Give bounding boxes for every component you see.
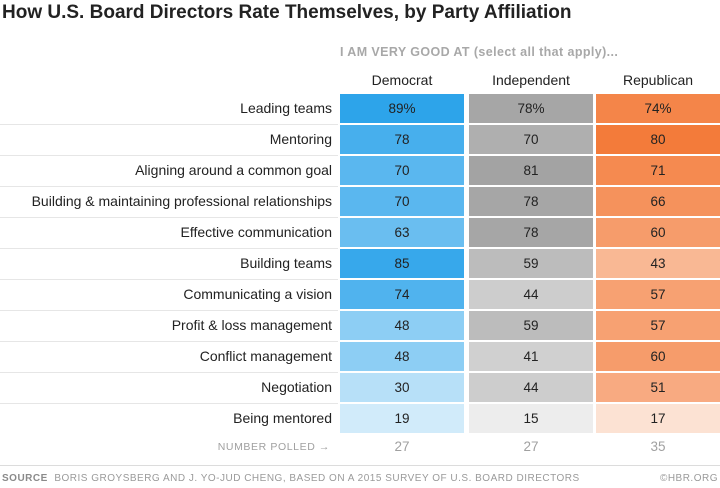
row-divider bbox=[0, 217, 338, 218]
value-cell-democrat: 70 bbox=[340, 187, 464, 216]
row-divider bbox=[0, 155, 338, 156]
row-label: Aligning around a common goal bbox=[135, 162, 332, 178]
value-cell-democrat: 63 bbox=[340, 218, 464, 247]
value-cell-independent: 15 bbox=[469, 404, 593, 433]
value-cell-independent: 44 bbox=[469, 373, 593, 402]
value-cell-republican: 57 bbox=[596, 311, 720, 340]
chart-subtitle: I AM VERY GOOD AT (select all that apply… bbox=[340, 45, 619, 59]
row-divider bbox=[0, 372, 338, 373]
value-cell-republican: 80 bbox=[596, 125, 720, 154]
number-polled-label: NUMBER POLLED → bbox=[217, 441, 330, 453]
column-header-republican: Republican bbox=[622, 72, 694, 88]
row-divider bbox=[0, 310, 338, 311]
row-label: Conflict management bbox=[199, 348, 332, 364]
value-cell-republican: 60 bbox=[596, 342, 720, 371]
value-cell-independent: 81 bbox=[469, 156, 593, 185]
footer-divider bbox=[0, 465, 720, 466]
value-cell-democrat: 19 bbox=[340, 404, 464, 433]
value-cell-independent: 70 bbox=[469, 125, 593, 154]
row-divider bbox=[0, 248, 338, 249]
value-cell-republican: 74% bbox=[596, 94, 720, 123]
row-divider bbox=[0, 186, 338, 187]
row-label: Being mentored bbox=[233, 410, 332, 426]
value-cell-republican: 66 bbox=[596, 187, 720, 216]
value-cell-independent: 78% bbox=[469, 94, 593, 123]
chart-title: How U.S. Board Directors Rate Themselves… bbox=[2, 2, 572, 23]
number-polled-independent: 27 bbox=[523, 439, 539, 454]
source-note: SOURCE BORIS GROYSBERG AND J. YO-JUD CHE… bbox=[2, 473, 580, 484]
value-cell-republican: 51 bbox=[596, 373, 720, 402]
value-cell-republican: 57 bbox=[596, 280, 720, 309]
row-label: Mentoring bbox=[269, 131, 332, 147]
value-cell-republican: 17 bbox=[596, 404, 720, 433]
row-label: Profit & loss management bbox=[171, 317, 332, 333]
value-cell-democrat: 89% bbox=[340, 94, 464, 123]
value-cell-republican: 43 bbox=[596, 249, 720, 278]
column-header-independent: Independent bbox=[492, 72, 570, 88]
value-cell-democrat: 85 bbox=[340, 249, 464, 278]
row-label: Negotiation bbox=[261, 379, 332, 395]
column-header-democrat: Democrat bbox=[371, 72, 433, 88]
row-divider bbox=[0, 124, 338, 125]
row-label: Leading teams bbox=[240, 100, 332, 116]
value-cell-independent: 78 bbox=[469, 218, 593, 247]
row-label: Building teams bbox=[240, 255, 332, 271]
value-cell-independent: 59 bbox=[469, 249, 593, 278]
value-cell-independent: 78 bbox=[469, 187, 593, 216]
row-divider bbox=[0, 341, 338, 342]
source-text: BORIS GROYSBERG AND J. YO-JUD CHENG, BAS… bbox=[54, 473, 580, 484]
value-cell-independent: 44 bbox=[469, 280, 593, 309]
value-cell-democrat: 30 bbox=[340, 373, 464, 402]
value-cell-independent: 41 bbox=[469, 342, 593, 371]
hbr-credit: ©HBR.ORG bbox=[659, 473, 718, 484]
row-label: Communicating a vision bbox=[183, 286, 332, 302]
value-cell-democrat: 48 bbox=[340, 342, 464, 371]
value-cell-democrat: 78 bbox=[340, 125, 464, 154]
value-cell-democrat: 48 bbox=[340, 311, 464, 340]
row-divider bbox=[0, 279, 338, 280]
number-polled-republican: 35 bbox=[650, 439, 666, 454]
row-label: Building & maintaining professional rela… bbox=[31, 193, 332, 209]
source-label: SOURCE bbox=[2, 473, 48, 484]
value-cell-democrat: 70 bbox=[340, 156, 464, 185]
value-cell-independent: 59 bbox=[469, 311, 593, 340]
row-label: Effective communication bbox=[180, 224, 332, 240]
value-cell-republican: 60 bbox=[596, 218, 720, 247]
value-cell-democrat: 74 bbox=[340, 280, 464, 309]
value-cell-republican: 71 bbox=[596, 156, 720, 185]
row-divider bbox=[0, 403, 338, 404]
number-polled-democrat: 27 bbox=[394, 439, 410, 454]
